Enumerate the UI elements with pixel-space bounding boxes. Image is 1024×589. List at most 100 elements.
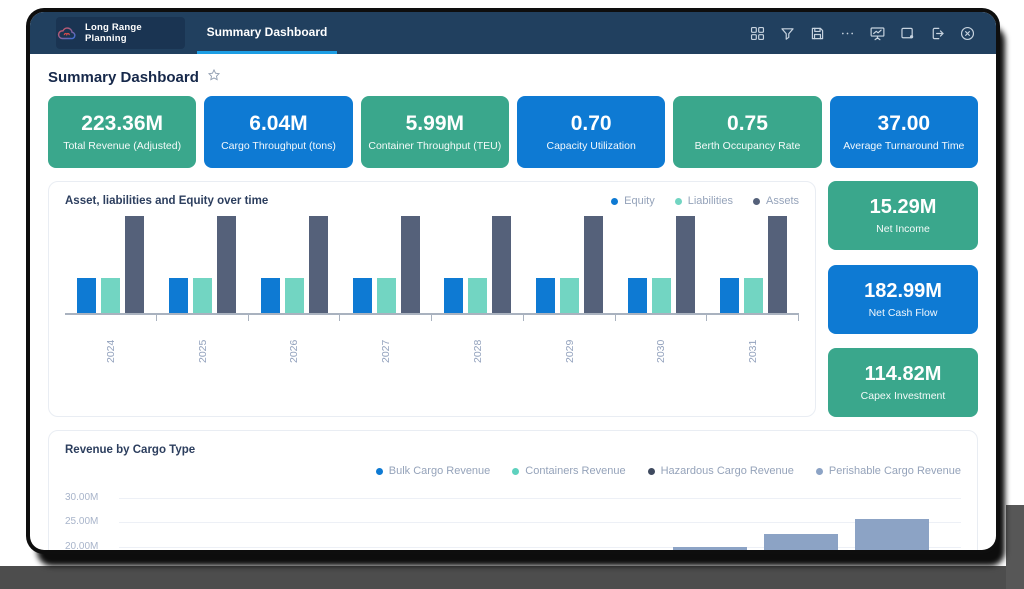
app-window: Long Range Planning Summary Dashboard <box>30 12 996 550</box>
kpi-label: Net Income <box>876 223 930 235</box>
kpi-value: 223.36M <box>81 112 164 135</box>
page-title: Summary Dashboard <box>48 69 199 86</box>
kpi-cargo-throughput[interactable]: 6.04M Cargo Throughput (tons) <box>204 96 353 168</box>
kpi-net-income[interactable]: 15.29M Net Income <box>828 181 978 250</box>
legend-label: Assets <box>765 195 799 207</box>
close-icon[interactable] <box>959 25 976 42</box>
y-tick-label: 30.00M <box>65 492 99 503</box>
filter-icon[interactable] <box>779 25 796 42</box>
tab-summary-dashboard[interactable]: Summary Dashboard <box>197 12 337 54</box>
bar-equity-2027[interactable] <box>352 278 372 313</box>
x-tick-label: 2029 <box>563 339 576 363</box>
legend-item-liabilities[interactable]: Liabilities <box>674 195 733 207</box>
kpi-capacity-utilization[interactable]: 0.70 Capacity Utilization <box>516 96 666 168</box>
bar-liabilities-2029[interactable] <box>560 278 580 313</box>
kpi-label: Capex Investment <box>860 390 946 402</box>
legend-label: Liabilities <box>687 195 733 207</box>
chart-legend: Bulk Cargo Revenue Containers Revenue Ha… <box>65 465 961 477</box>
bar-equity-2031[interactable] <box>719 278 739 313</box>
x-tick-label: 2024 <box>104 339 117 363</box>
bar-equity-2024[interactable] <box>77 278 97 313</box>
bar-perishable-cargo-2[interactable] <box>764 533 838 550</box>
bar-perishable-cargo-3[interactable] <box>855 519 929 550</box>
bar-liabilities-2025[interactable] <box>193 278 213 313</box>
chart-title: Asset, liabilities and Equity over time <box>65 195 269 207</box>
more-options-icon[interactable] <box>839 25 856 42</box>
revenue-by-cargo-type-chart: Revenue by Cargo Type Bulk Cargo Revenue… <box>48 430 978 550</box>
presentation-icon[interactable] <box>869 25 886 42</box>
kpi-value: 37.00 <box>877 112 931 135</box>
kpi-berth-occupancy[interactable]: 0.75 Berth Occupancy Rate <box>673 96 822 168</box>
desktop-lower-surface <box>0 566 1024 589</box>
bar-assets-2025[interactable] <box>217 216 237 313</box>
bar-assets-2026[interactable] <box>308 216 328 313</box>
y-tick-label: 20.00M <box>65 541 99 550</box>
grouped-bars-plot <box>65 216 799 315</box>
kpi-label: Cargo Throughput (tons) <box>221 140 336 152</box>
kpi-row: 223.36M Total Revenue (Adjusted) 6.04M C… <box>48 96 978 168</box>
revenue-plot: 30.00M 25.00M 20.00M <box>65 489 961 550</box>
kpi-capex-investment[interactable]: 114.82M Capex Investment <box>828 348 978 417</box>
bar-liabilities-2026[interactable] <box>284 278 304 313</box>
legend-label: Containers Revenue <box>525 465 626 477</box>
kpi-label: Capacity Utilization <box>546 140 636 152</box>
legend-item-equity[interactable]: Equity <box>611 195 655 207</box>
kpi-label: Total Revenue (Adjusted) <box>63 140 182 152</box>
bar-assets-2029[interactable] <box>584 216 604 313</box>
gridline-30m: 30.00M <box>65 492 961 504</box>
chart-legend: Equity Liabilities Assets <box>611 195 799 207</box>
kpi-label: Container Throughput (TEU) <box>368 140 502 152</box>
apps-grid-icon[interactable] <box>749 25 766 42</box>
bar-assets-2027[interactable] <box>400 216 420 313</box>
bar-equity-2026[interactable] <box>260 278 280 313</box>
legend-item-hazardous-cargo[interactable]: Hazardous Cargo Revenue <box>647 465 794 477</box>
bar-assets-2024[interactable] <box>125 216 145 313</box>
x-tick-label: 2030 <box>655 339 668 363</box>
favorite-star-icon[interactable] <box>207 68 221 87</box>
bar-equity-2029[interactable] <box>536 278 556 313</box>
kpi-value: 6.04M <box>249 112 308 135</box>
dashboard-content: Summary Dashboard 223.36M Total Revenue … <box>30 54 996 550</box>
bar-liabilities-2030[interactable] <box>651 278 671 313</box>
logout-icon[interactable] <box>929 25 946 42</box>
legend-item-bulk-cargo[interactable]: Bulk Cargo Revenue <box>375 465 491 477</box>
kpi-value: 182.99M <box>864 279 942 302</box>
x-tick-label: 2026 <box>288 339 301 363</box>
legend-dot <box>815 467 823 475</box>
bar-perishable-cargo-1[interactable] <box>673 546 747 550</box>
legend-item-containers[interactable]: Containers Revenue <box>512 465 626 477</box>
legend-dot <box>512 467 520 475</box>
gridline-25m: 25.00M <box>65 516 961 528</box>
legend-item-assets[interactable]: Assets <box>752 195 799 207</box>
kpi-container-throughput[interactable]: 5.99M Container Throughput (TEU) <box>360 96 509 168</box>
save-icon[interactable] <box>809 25 826 42</box>
legend-dot <box>674 197 682 205</box>
legend-dot <box>611 197 619 205</box>
kpi-net-cash-flow[interactable]: 182.99M Net Cash Flow <box>828 264 978 334</box>
legend-label: Equity <box>624 195 655 207</box>
bar-liabilities-2024[interactable] <box>101 278 121 313</box>
header-toolbar <box>749 12 996 54</box>
bar-assets-2028[interactable] <box>492 216 512 313</box>
bar-equity-2030[interactable] <box>627 278 647 313</box>
bar-liabilities-2027[interactable] <box>376 278 396 313</box>
bar-liabilities-2028[interactable] <box>468 278 488 313</box>
legend-label: Bulk Cargo Revenue <box>388 465 491 477</box>
kpi-value: 5.99M <box>405 112 464 135</box>
kpi-value: 15.29M <box>869 196 937 218</box>
app-logo[interactable]: Long Range Planning <box>56 17 185 49</box>
kpi-average-turnaround[interactable]: 37.00 Average Turnaround Time <box>829 96 978 168</box>
bar-liabilities-2031[interactable] <box>743 278 763 313</box>
assets-liabilities-equity-chart: Asset, liabilities and Equity over time … <box>48 181 816 417</box>
bar-assets-2030[interactable] <box>675 216 695 313</box>
chart-title: Revenue by Cargo Type <box>65 444 196 456</box>
legend-dot <box>752 197 760 205</box>
bar-equity-2025[interactable] <box>169 278 189 313</box>
legend-item-perishable-cargo[interactable]: Perishable Cargo Revenue <box>815 465 961 477</box>
bar-equity-2028[interactable] <box>444 278 464 313</box>
new-window-icon[interactable] <box>899 25 916 42</box>
bar-assets-2031[interactable] <box>767 216 787 313</box>
brand-name: Long Range Planning <box>85 22 142 44</box>
kpi-total-revenue[interactable]: 223.36M Total Revenue (Adjusted) <box>48 96 197 168</box>
